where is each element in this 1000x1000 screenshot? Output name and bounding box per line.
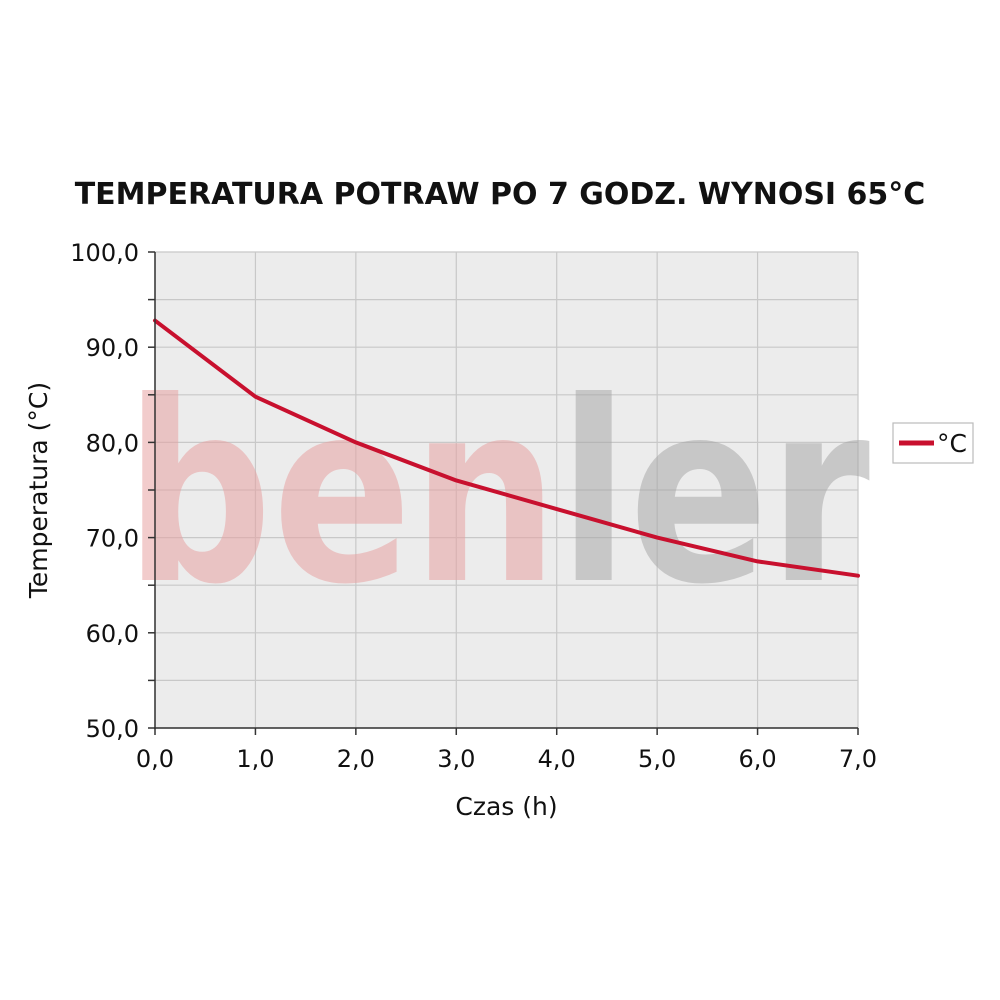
x-tick-label: 6,0 <box>738 745 776 773</box>
legend: °C <box>892 422 974 464</box>
chart-title: TEMPERATURA POTRAW PO 7 GODZ. WYNOSI 65°… <box>75 177 926 212</box>
watermark-part-ler: ler <box>558 348 870 639</box>
y-tick-label: 60,0 <box>86 620 139 648</box>
y-axis-title: Temperatura (°C) <box>24 382 53 599</box>
watermark: benler <box>125 348 870 639</box>
x-tick-label: 2,0 <box>337 745 375 773</box>
y-tick-label: 80,0 <box>86 429 139 457</box>
x-tick-label: 0,0 <box>136 745 174 773</box>
legend-label: °C <box>937 429 967 458</box>
grid <box>154 251 859 729</box>
watermark-part-ben: ben <box>125 348 558 639</box>
series-line <box>153 318 860 578</box>
svg-text:benler: benler <box>125 348 870 639</box>
x-tick-label: 3,0 <box>437 745 475 773</box>
y-tick-label: 50,0 <box>86 715 139 743</box>
y-tick-label: 100,0 <box>70 239 139 267</box>
y-tick-labels: 100,0 90,0 80,0 70,0 60,0 50,0 <box>70 239 139 743</box>
y-tick-label: 90,0 <box>86 334 139 362</box>
y-tick-label: 70,0 <box>86 525 139 553</box>
x-tick-label: 4,0 <box>538 745 576 773</box>
x-tick-label: 1,0 <box>236 745 274 773</box>
x-axis-title: Czas (h) <box>455 792 557 821</box>
x-tick-label: 5,0 <box>638 745 676 773</box>
x-tick-label: 7,0 <box>839 745 877 773</box>
axes <box>148 251 859 735</box>
x-tick-labels: 0,0 1,0 2,0 3,0 4,0 5,0 6,0 7,0 <box>136 745 877 773</box>
